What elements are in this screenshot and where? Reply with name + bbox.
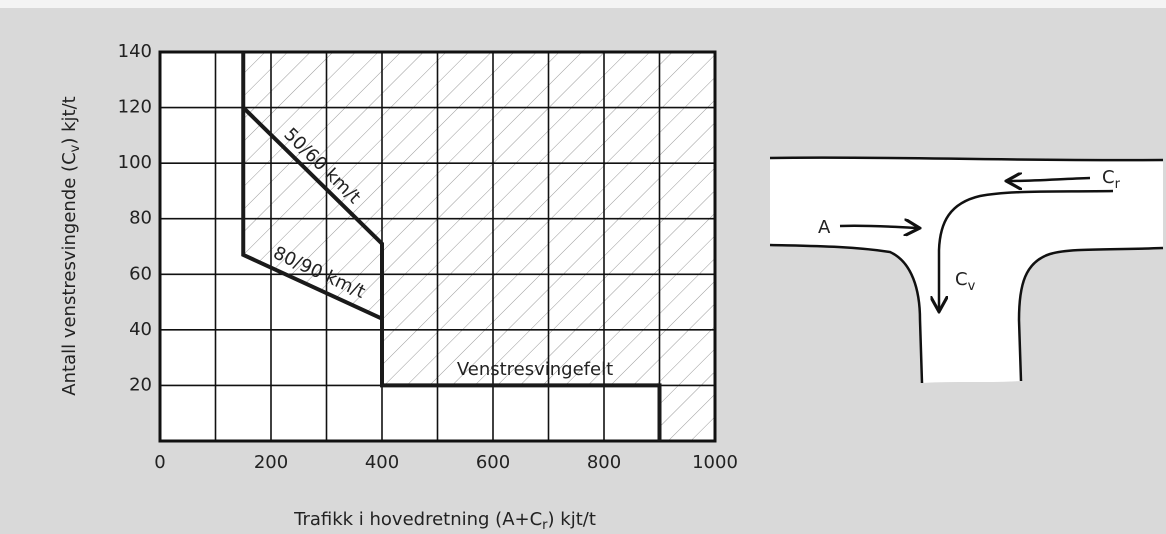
y-tick-label: 100 — [118, 152, 152, 173]
x-tick-label: 600 — [476, 452, 510, 473]
y-tick-label: 140 — [118, 41, 152, 62]
label-main: C — [955, 269, 968, 290]
label-main: A — [818, 217, 831, 238]
y-axis-title-part: ) kjt/t — [59, 96, 80, 144]
x-tick-label: 0 — [154, 452, 165, 473]
y-tick-label: 20 — [129, 374, 152, 395]
y-axis-title-part: Antall venstresvingende (C — [59, 152, 80, 395]
x-axis-title-part: Trafikk i hovedretning (A+C — [293, 509, 542, 530]
page: 020040060080010002040608010012014050/60 … — [0, 0, 1166, 534]
intersection-diagram: A Cr Cv — [770, 158, 1163, 383]
road-edge — [770, 245, 922, 383]
x-tick-label: 400 — [365, 452, 399, 473]
y-tick-label: 120 — [118, 97, 152, 118]
x-tick-label: 200 — [254, 452, 288, 473]
x-axis-title-part: ) kjt/t — [548, 509, 596, 530]
y-axis-title: Antall venstresvingende (Cv) kjt/t — [59, 96, 83, 395]
top-strip — [0, 0, 1166, 8]
x-axis-title: Trafikk i hovedretning (A+Cr) kjt/t — [293, 509, 596, 533]
diagram-label: A — [818, 217, 831, 238]
road-edge — [1019, 248, 1163, 381]
label-main: C — [1102, 167, 1115, 188]
y-tick-label: 80 — [129, 208, 152, 229]
x-tick-label: 1000 — [692, 452, 738, 473]
x-tick-label: 800 — [587, 452, 621, 473]
y-tick-label: 40 — [129, 319, 152, 340]
label-sub: r — [1115, 177, 1121, 192]
annotation: Venstresvingefelt — [457, 359, 613, 380]
label-sub: v — [968, 279, 976, 294]
y-tick-label: 60 — [129, 263, 152, 284]
